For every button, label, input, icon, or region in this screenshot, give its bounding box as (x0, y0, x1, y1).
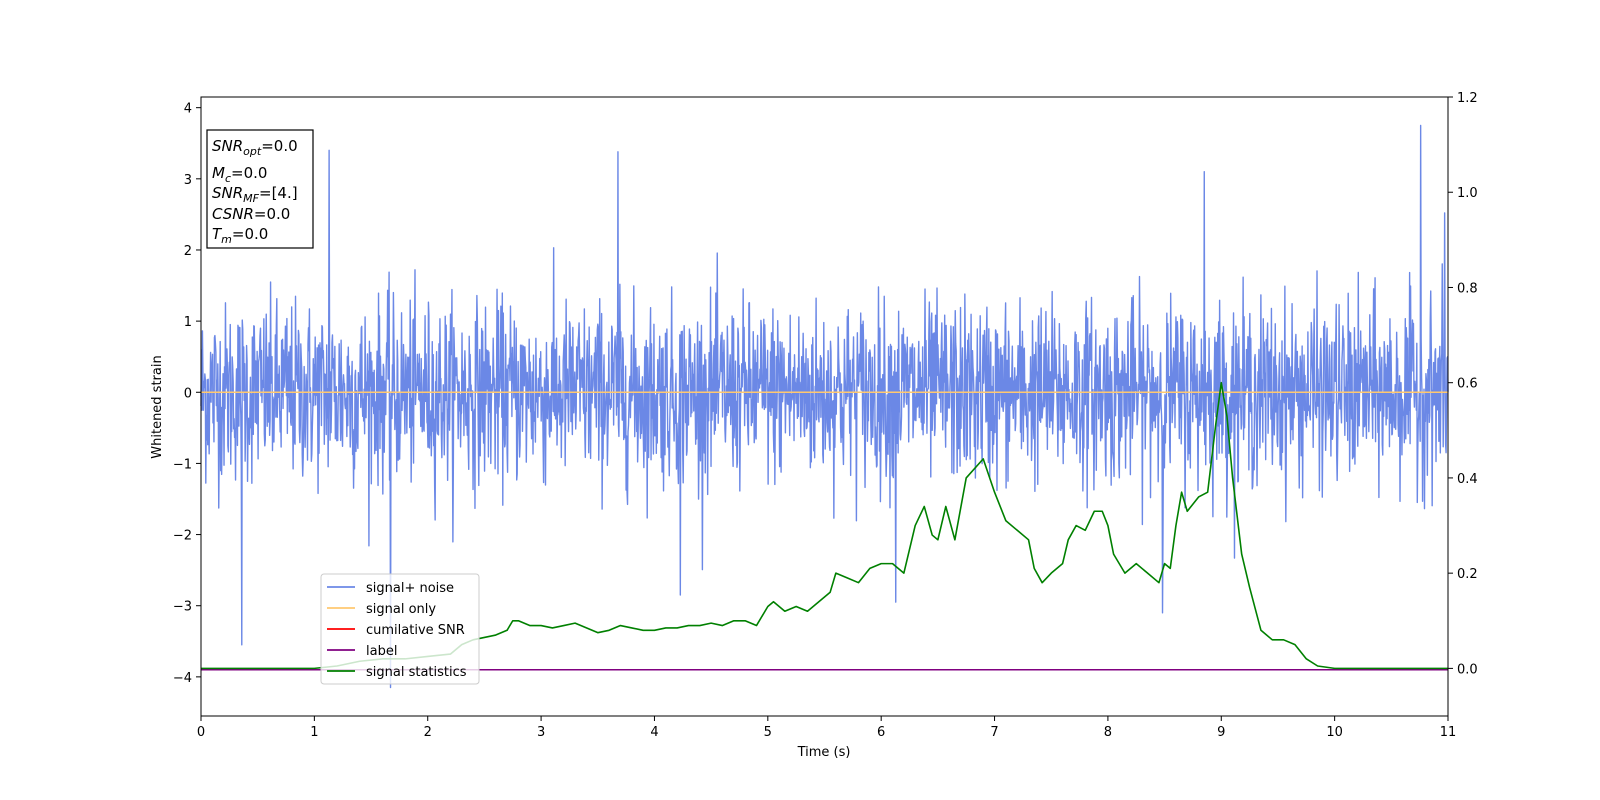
y-left-tick-label: 2 (184, 244, 192, 259)
legend-label: signal only (366, 602, 436, 617)
x-tick-label: 9 (1217, 725, 1225, 740)
info-line: SNRMF=[4.] (212, 184, 298, 205)
y-axis-label: Whitened strain (150, 355, 165, 458)
y-right-tick-label: 0.4 (1457, 472, 1478, 487)
y-left-tick-label: −1 (173, 457, 192, 472)
x-tick-label: 11 (1440, 725, 1457, 740)
x-tick-label: 4 (650, 725, 658, 740)
x-tick-label: 5 (764, 725, 772, 740)
y-axis-left: 4 3 2 1 0 −1 −2 −3 −4 (173, 102, 201, 686)
legend-frame (320, 573, 480, 685)
y-left-tick-label: 1 (184, 315, 192, 330)
y-left-tick-label: −3 (173, 600, 192, 615)
plot-frame (200, 96, 1449, 717)
info-line: Mc=0.0 (212, 164, 267, 185)
info-line: CSNR=0.0 (212, 205, 290, 223)
info-line: Tm=0.0 (212, 225, 268, 246)
info-line: SNRopt=0.0 (212, 137, 298, 158)
y-left-tick-label: 4 (184, 102, 192, 117)
y-right-tick-label: 0.2 (1457, 567, 1478, 582)
y-left-tick-label: 0 (184, 386, 192, 401)
x-tick-label: 3 (537, 725, 545, 740)
y-right-tick-label: 0.6 (1457, 377, 1478, 392)
x-tick-label: 1 (310, 725, 318, 740)
legend-label: signal statistics (366, 665, 467, 680)
x-tick-label: 2 (424, 725, 432, 740)
x-axis: 0 1 2 3 4 5 6 7 8 9 10 11 (197, 716, 1456, 740)
y-right-tick-label: 1.2 (1457, 91, 1478, 106)
y-right-tick-label: 1.0 (1457, 186, 1478, 201)
y-left-tick-label: −2 (173, 529, 192, 544)
y-left-tick-label: 3 (184, 173, 192, 188)
y-axis-right: 1.2 1.0 0.8 0.6 0.4 0.2 0.0 (1448, 91, 1478, 677)
x-tick-label: 8 (1104, 725, 1112, 740)
x-axis-label: Time (s) (797, 745, 851, 760)
x-tick-label: 7 (990, 725, 998, 740)
x-tick-label: 0 (197, 725, 205, 740)
series-signal-noise (200, 124, 1449, 689)
legend-label: label (366, 644, 397, 659)
x-tick-label: 10 (1326, 725, 1343, 740)
y-right-tick-label: 0.0 (1457, 662, 1478, 677)
legend-label: signal+ noise (366, 581, 454, 596)
legend-label: cumilative SNR (366, 623, 465, 638)
series-signal-statistics (201, 381, 1448, 670)
legend: signal+ noise signal only cumilative SNR la… (320, 573, 480, 685)
info-box-frame (206, 129, 314, 249)
x-tick-label: 6 (877, 725, 885, 740)
y-left-tick-label: −4 (173, 671, 192, 686)
y-right-tick-label: 0.8 (1457, 281, 1478, 296)
